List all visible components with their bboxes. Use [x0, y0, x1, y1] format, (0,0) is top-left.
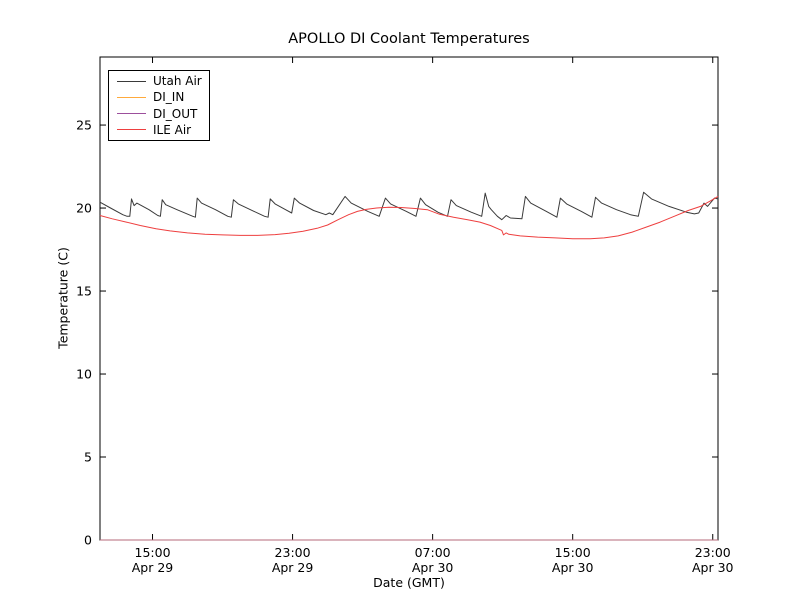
y-tick-label-5: 25: [76, 118, 92, 133]
x-tick-label-date-1: Apr 29: [272, 560, 314, 575]
legend-line-sample-utah-air: [117, 80, 146, 82]
legend-item-utah-air: Utah Air: [117, 73, 205, 89]
x-tick-label-date-0: Apr 29: [132, 560, 174, 575]
x-tick-label-time-3: 15:00: [555, 545, 591, 560]
legend-label-di-out: DI_OUT: [153, 106, 198, 121]
legend-item-ile-air: ILE Air: [117, 122, 205, 138]
x-tick-label-time-2: 07:00: [415, 545, 451, 560]
x-tick-label-time-0: 15:00: [135, 545, 171, 560]
legend-label-di-in: DI_IN: [153, 90, 185, 105]
legend-label-ile-air: ILE Air: [153, 122, 192, 137]
legend-item-di-in: DI_IN: [117, 89, 205, 105]
y-tick-label-1: 5: [84, 450, 92, 465]
legend-line-sample-ile-air: [117, 129, 146, 131]
chart-title: APOLLO DI Coolant Temperatures: [288, 31, 530, 47]
y-tick-label-0: 0: [84, 533, 92, 548]
legend-line-sample-di-out: [117, 113, 146, 115]
legend: Utah Air DI_IN DI_OUT ILE Air: [108, 70, 210, 141]
y-tick-label-4: 20: [76, 201, 92, 216]
series-line-ile-air: [99, 195, 719, 240]
legend-item-di-out: DI_OUT: [117, 106, 205, 122]
x-tick-label-time-1: 23:00: [275, 545, 311, 560]
y-tick-label-2: 10: [76, 367, 92, 382]
legend-label-utah-air: Utah Air: [153, 74, 202, 89]
series-layer: [99, 191, 719, 541]
x-tick-label-date-4: Apr 30: [692, 560, 734, 575]
x-tick-label-time-4: 23:00: [695, 545, 731, 560]
legend-line-sample-di-in: [117, 96, 146, 98]
y-axis-label: Temperature (C): [55, 247, 71, 349]
series-line-utah-air: [99, 191, 719, 221]
x-tick-label-date-2: Apr 30: [412, 560, 454, 575]
x-axis-label: Date (GMT): [373, 575, 445, 590]
y-tick-label-3: 15: [76, 284, 92, 299]
x-tick-label-date-3: Apr 30: [552, 560, 594, 575]
